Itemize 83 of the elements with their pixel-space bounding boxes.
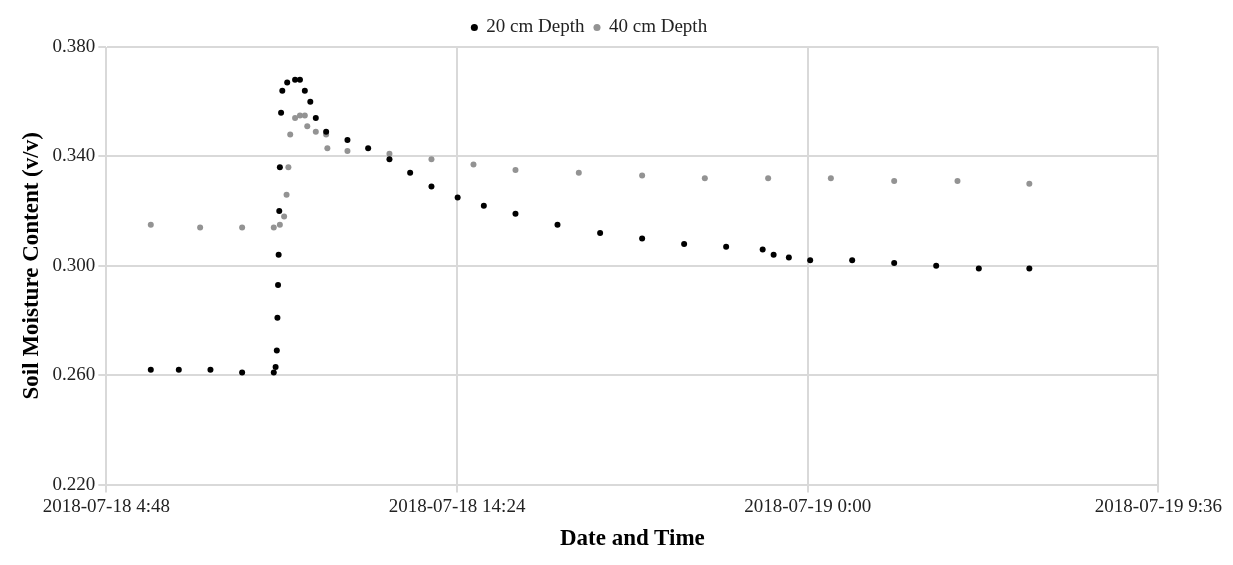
point (281, 213, 288, 220)
point (770, 251, 777, 258)
point (147, 221, 154, 228)
point (239, 224, 246, 231)
point (285, 164, 292, 171)
point (283, 191, 290, 198)
point (386, 150, 393, 157)
point (454, 194, 461, 201)
point (276, 221, 283, 228)
point (275, 251, 282, 258)
y-tick-label: 0.380 (52, 34, 96, 56)
point (512, 210, 519, 217)
point (344, 147, 351, 154)
point (304, 123, 311, 130)
point (197, 224, 204, 231)
point (512, 167, 519, 174)
x-axis-title: Date and Time (559, 525, 705, 551)
point (681, 240, 688, 247)
x-tick-label: 2018-07-19 9:36 (1094, 494, 1222, 516)
legend-label: 40 cm Depth (609, 15, 708, 37)
point (785, 254, 792, 261)
point (759, 246, 766, 253)
point (239, 369, 246, 376)
point (765, 175, 772, 182)
point (827, 175, 834, 182)
point (554, 221, 561, 228)
point (312, 115, 319, 122)
point (270, 224, 277, 231)
point (597, 229, 604, 236)
point (701, 175, 708, 182)
point (292, 115, 299, 122)
point (639, 172, 646, 179)
point (296, 112, 303, 119)
point (1026, 265, 1033, 272)
y-tick-label: 0.220 (52, 472, 96, 494)
point (287, 131, 294, 138)
point (470, 161, 477, 168)
point (276, 208, 283, 215)
point (270, 369, 277, 376)
x-tick-label: 2018-07-19 0:00 (744, 494, 872, 516)
point (1026, 180, 1033, 187)
point (428, 183, 435, 190)
y-tick-label: 0.340 (52, 144, 96, 166)
point (276, 164, 283, 171)
point (301, 112, 308, 119)
point (272, 364, 279, 370)
point (324, 145, 331, 152)
point (807, 257, 814, 264)
point (891, 260, 898, 267)
point (480, 202, 487, 209)
x-tick-label: 2018-07-18 4:48 (42, 494, 170, 516)
point (975, 265, 982, 272)
point (723, 243, 730, 250)
point (273, 347, 280, 354)
point (365, 145, 372, 152)
point (275, 281, 282, 288)
point (147, 366, 154, 373)
point (284, 79, 291, 86)
point (933, 262, 940, 269)
x-tick-label: 2018-07-18 14:24 (388, 494, 526, 516)
point (428, 156, 435, 163)
point (278, 109, 285, 116)
point (954, 178, 961, 185)
point (849, 257, 856, 264)
point (292, 76, 299, 83)
y-tick-label: 0.260 (52, 363, 96, 385)
point (279, 87, 286, 94)
point (407, 169, 414, 176)
point (891, 178, 898, 185)
point (175, 366, 182, 373)
point (639, 235, 646, 242)
point (207, 366, 214, 373)
point (307, 98, 314, 105)
point (296, 76, 303, 83)
point (301, 87, 308, 94)
legend-label: 20 cm Depth (486, 15, 585, 37)
point (312, 128, 319, 135)
point (274, 314, 281, 321)
point (344, 136, 351, 143)
point (575, 169, 582, 176)
y-tick-label: 0.300 (52, 253, 96, 275)
y-axis-title: Soil Moisture Content (v/v) (17, 132, 43, 400)
point (386, 156, 393, 163)
